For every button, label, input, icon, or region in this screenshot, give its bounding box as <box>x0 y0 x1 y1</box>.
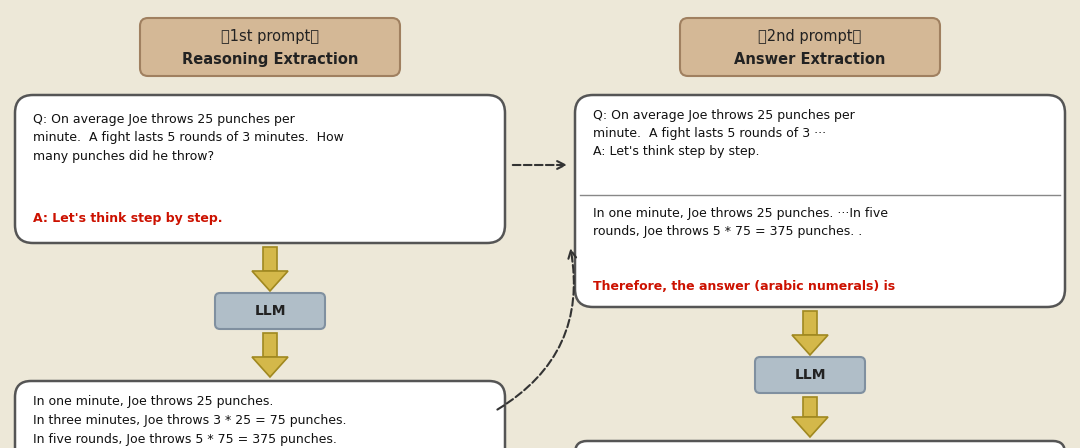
Polygon shape <box>252 271 288 291</box>
FancyBboxPatch shape <box>575 441 1065 448</box>
Text: LLM: LLM <box>794 368 826 382</box>
Polygon shape <box>792 417 828 437</box>
Text: Therefore, the answer (arabic numerals) is: Therefore, the answer (arabic numerals) … <box>593 280 895 293</box>
FancyArrowPatch shape <box>513 161 565 169</box>
Text: In one minute, Joe throws 25 punches.
In three minutes, Joe throws 3 * 25 = 75 p: In one minute, Joe throws 25 punches. In… <box>33 395 347 446</box>
FancyBboxPatch shape <box>15 381 505 448</box>
Text: Reasoning Extraction: Reasoning Extraction <box>181 52 359 67</box>
Polygon shape <box>804 397 816 417</box>
Text: 〖2nd prompt〗: 〖2nd prompt〗 <box>758 29 862 44</box>
FancyBboxPatch shape <box>140 18 400 76</box>
FancyBboxPatch shape <box>15 95 505 243</box>
Polygon shape <box>252 357 288 377</box>
Polygon shape <box>264 247 276 271</box>
Text: Q: On average Joe throws 25 punches per
minute.  A fight lasts 5 rounds of 3 ···: Q: On average Joe throws 25 punches per … <box>593 109 854 158</box>
Text: LLM: LLM <box>254 304 286 318</box>
Polygon shape <box>264 333 276 357</box>
FancyBboxPatch shape <box>680 18 940 76</box>
Text: 〖1st prompt〗: 〖1st prompt〗 <box>221 29 319 44</box>
Text: In one minute, Joe throws 25 punches. ···In five
rounds, Joe throws 5 * 75 = 375: In one minute, Joe throws 25 punches. ··… <box>593 207 888 238</box>
FancyArrowPatch shape <box>498 250 576 409</box>
Text: Answer Extraction: Answer Extraction <box>734 52 886 67</box>
Polygon shape <box>792 335 828 355</box>
FancyBboxPatch shape <box>215 293 325 329</box>
FancyBboxPatch shape <box>575 95 1065 307</box>
Text: Q: On average Joe throws 25 punches per
minute.  A fight lasts 5 rounds of 3 min: Q: On average Joe throws 25 punches per … <box>33 113 343 163</box>
Polygon shape <box>804 311 816 335</box>
Text: A: Let's think step by step.: A: Let's think step by step. <box>33 212 222 225</box>
FancyBboxPatch shape <box>755 357 865 393</box>
